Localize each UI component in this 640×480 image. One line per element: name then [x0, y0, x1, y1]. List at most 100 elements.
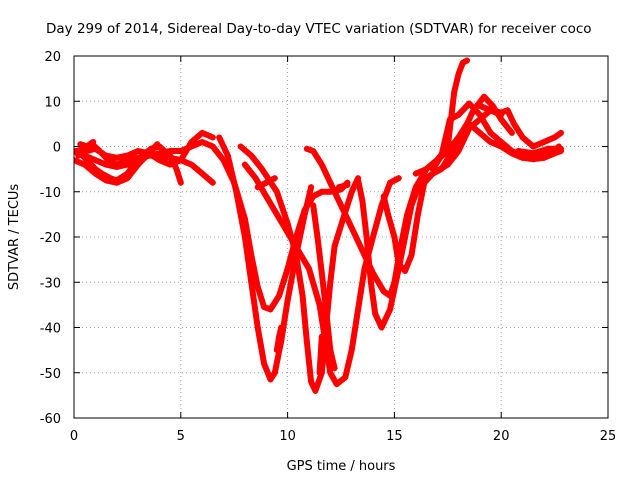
series-points: [515, 145, 565, 157]
data-point: [252, 175, 259, 182]
series-points: [254, 175, 278, 191]
data-series-track-18: [254, 175, 278, 191]
data-point: [367, 279, 374, 286]
data-point: [455, 71, 462, 78]
data-point: [273, 211, 280, 218]
data-point: [308, 378, 315, 385]
data-series-track-21: [316, 333, 325, 376]
y-tick-label: -60: [40, 412, 61, 427]
data-point: [530, 150, 537, 157]
data-point: [209, 143, 216, 150]
data-series-track-22: [515, 145, 565, 157]
data-point: [391, 234, 398, 240]
data-point: [429, 166, 436, 173]
data-point: [363, 234, 370, 240]
data-point: [318, 188, 325, 195]
data-point: [188, 138, 195, 145]
data-point: [209, 134, 216, 141]
data-point: [408, 252, 415, 259]
data-point: [113, 179, 120, 186]
series-points: [77, 138, 97, 150]
data-point: [276, 292, 283, 299]
data-point: [316, 369, 323, 376]
data-point: [103, 152, 110, 159]
data-point: [515, 148, 522, 155]
data-point: [530, 143, 537, 150]
data-point: [220, 157, 227, 164]
data-point: [75, 152, 82, 159]
data-point: [156, 157, 163, 164]
data-series-track-12: [476, 102, 565, 150]
data-point: [466, 120, 473, 127]
x-axis-title: GPS time / hours: [287, 459, 396, 474]
data-point: [481, 93, 488, 100]
data-point: [323, 306, 330, 313]
data-point: [372, 310, 379, 317]
data-point: [92, 157, 99, 164]
data-point: [199, 170, 206, 177]
data-point: [464, 57, 471, 64]
data-point: [278, 324, 285, 331]
chart-title: Day 299 of 2014, Sidereal Day-to-day VTE…: [46, 21, 592, 37]
data-point: [384, 211, 391, 218]
data-point: [92, 145, 99, 152]
data-point: [348, 224, 355, 231]
data-point: [314, 234, 321, 240]
data-point: [124, 152, 131, 159]
data-point: [446, 152, 453, 159]
data-point: [327, 279, 334, 286]
data-point: [335, 184, 342, 191]
data-point: [74, 157, 77, 164]
data-point: [487, 107, 494, 114]
data-point: [295, 247, 302, 254]
data-point: [154, 141, 161, 148]
data-point: [387, 306, 394, 313]
data-point: [299, 292, 306, 299]
data-point: [359, 247, 366, 254]
data-point: [380, 288, 387, 295]
data-point: [498, 116, 505, 123]
data-point: [90, 138, 97, 145]
data-point: [310, 148, 317, 155]
y-axis-title: SDTVAR / TECUs: [7, 184, 22, 291]
data-point: [145, 150, 152, 157]
data-point: [370, 234, 377, 240]
data-point: [284, 229, 291, 236]
data-series-track-16: [75, 129, 216, 168]
data-point: [498, 143, 505, 150]
data-point: [284, 265, 291, 272]
data-point: [438, 152, 445, 159]
data-point: [333, 381, 340, 388]
x-tick-label: 5: [177, 429, 185, 444]
data-point: [455, 111, 462, 118]
data-point: [276, 333, 283, 340]
data-point: [519, 134, 526, 141]
data-point: [271, 175, 278, 182]
data-point: [310, 202, 317, 209]
series-points: [476, 102, 565, 150]
data-point: [135, 148, 142, 155]
data-point: [316, 301, 323, 308]
data-point: [103, 161, 110, 168]
data-point: [380, 193, 387, 200]
series-line: [476, 102, 564, 150]
data-point: [177, 179, 184, 186]
series-points: [216, 134, 315, 383]
data-point: [271, 369, 278, 376]
data-point: [233, 188, 240, 195]
data-point: [267, 376, 274, 383]
data-point: [188, 161, 195, 168]
ticks: 0 5 10 15 20 25 -60 -50 -40 -30 -20 -10 0 10 20: [40, 50, 617, 444]
x-tick-label: 10: [279, 429, 296, 444]
series-line: [515, 145, 564, 157]
y-tick-label: -40: [40, 322, 61, 337]
data-point: [438, 166, 445, 173]
x-tick-label: 15: [386, 429, 403, 444]
data-point: [254, 324, 261, 331]
data-point: [348, 188, 355, 195]
data-point: [241, 234, 248, 240]
data-point: [466, 100, 473, 107]
data-point: [254, 283, 261, 290]
data-point: [461, 125, 468, 132]
